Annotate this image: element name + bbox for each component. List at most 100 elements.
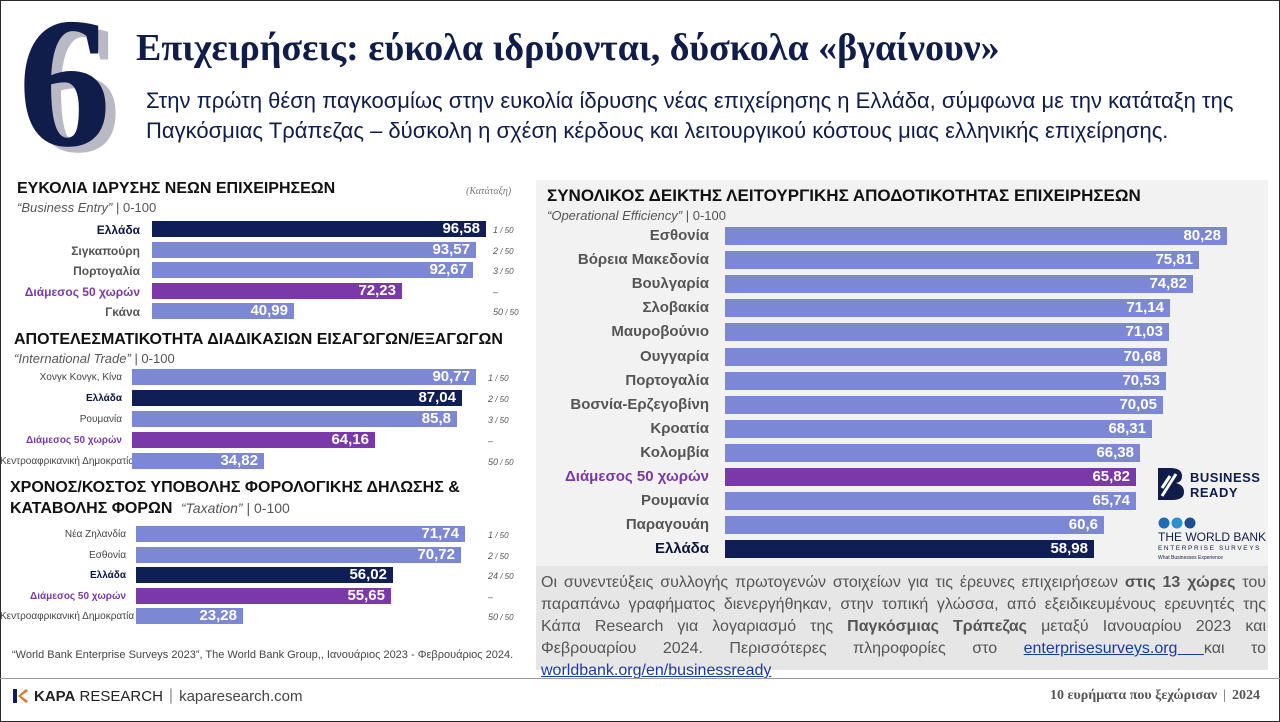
bar: [725, 419, 1152, 438]
bar-value: 92,67: [429, 261, 467, 278]
bar-label: Νέα Ζηλανδία: [64, 529, 126, 540]
rank-label: 24 / 50: [488, 571, 514, 581]
kapa-url[interactable]: kaparesearch.com: [179, 687, 303, 705]
bar: [152, 221, 486, 237]
world-bank-logo-icon: [1158, 517, 1196, 529]
chart3-title: ΧΡΟΝΟΣ/ΚΟΣΤΟΣ ΥΠΟΒΟΛΗΣ ΦΟΡΟΛΟΓΙΚΗΣ ΔΗΛΩΣ…: [10, 479, 460, 496]
business-ready-logo-text: BUSINESS READY: [1190, 470, 1261, 500]
bar-value: 80,28: [1183, 227, 1221, 244]
page-subtitle: Στην πρώτη θέση παγκοσμίως στην ευκολία …: [146, 88, 1234, 143]
bar-value: 70,53: [1122, 371, 1160, 389]
kapa-logo: KAPA RESEARCH | kaparesearch.com: [12, 686, 302, 706]
big-number-shadow: 6: [28, 0, 121, 192]
bar-label: Βόρεια Μακεδονία: [577, 251, 709, 269]
bar: [136, 587, 391, 604]
chart3-subtitle: “Taxation” | 0-100: [180, 500, 290, 516]
bar-value: 64,16: [331, 431, 369, 448]
bar-label: Εσθονία: [649, 227, 709, 244]
bar-value: 58,98: [1050, 540, 1088, 558]
page-title: Επιχειρήσεις: εύκολα ιδρύονται, δύσκολα …: [136, 27, 1000, 69]
bar: [725, 275, 1193, 294]
bar: [725, 251, 1199, 270]
business-ready-logo-icon: [1158, 468, 1184, 500]
bar-label: Μαυροβούνιο: [611, 323, 709, 341]
bar-value: 56,02: [349, 566, 387, 583]
bar: [136, 546, 461, 563]
bar-value: 65,74: [1092, 492, 1130, 510]
source-footnote: “World Bank Enterprise Surveys 2023”, Th…: [12, 649, 514, 661]
bar: [725, 468, 1136, 486]
bar-value: 74,82: [1149, 275, 1187, 293]
bar: [152, 262, 473, 278]
bar-value: 96,58: [442, 220, 480, 237]
bar-value: 23,28: [199, 607, 237, 624]
bar-label: Κροατία: [650, 419, 709, 437]
bar: [725, 347, 1167, 366]
bar-label: Κεντροαφρικανική Δημοκρατία: [0, 456, 135, 467]
bar-value: 71,14: [1126, 299, 1164, 317]
bar-value: 60,6: [1068, 516, 1098, 534]
bar-label: Πορτογαλία: [625, 371, 709, 389]
rank-label: –: [493, 286, 499, 297]
bar: [132, 369, 476, 385]
bar-label: Ελλάδα: [89, 570, 126, 581]
bar: [725, 492, 1136, 511]
bar-label: Χονγκ Κονγκ, Κίνα: [39, 372, 122, 383]
bar: [725, 516, 1104, 535]
info-text: Οι συνεντεύξεις συλλογής πρωτογενών στοι…: [541, 574, 1267, 679]
bar-value: 75,81: [1155, 251, 1193, 269]
bar: [152, 303, 294, 319]
bar-label: Ελλάδα: [85, 393, 122, 404]
bar-value: 68,31: [1108, 419, 1146, 437]
bar: [725, 540, 1094, 559]
rank-label: 2 / 50: [488, 550, 509, 561]
chart2-subtitle: “International Trade” | 0-100: [14, 351, 175, 366]
rank-label: –: [488, 591, 494, 602]
bar-value: 93,57: [432, 240, 470, 258]
rank-label: 1 / 50: [488, 530, 509, 540]
bar-value: 72,23: [358, 281, 396, 299]
bar-label: Ελλάδα: [96, 223, 140, 237]
bar: [725, 299, 1170, 318]
chart4-subtitle: “Operational Efficiency” | 0-100: [547, 208, 726, 223]
world-bank-tagline: What Businesses Experience: [1158, 555, 1224, 561]
bar-value: 71,03: [1125, 323, 1163, 341]
rank-label: –: [488, 436, 494, 446]
bar: [152, 241, 476, 258]
bar-label: Σιγκαπούρη: [71, 243, 140, 258]
bar-label: Κεντροαφρικανική Δημοκρατία: [0, 611, 135, 622]
bar: [725, 395, 1163, 414]
bar: [136, 526, 465, 542]
chart2-title: ΑΠΟΤΕΛΕΣΜΑΤΙΚΟΤΗΤΑ ΔΙΑΔΙΚΑΣΙΩΝ ΕΙΣΑΓΩΓΩΝ…: [14, 331, 503, 348]
rank-label: 50 / 50: [488, 457, 514, 467]
bar-label: Διάμεσος 50 χωρών: [24, 284, 140, 299]
business-ready-link[interactable]: worldbank.org/en/businessready: [541, 662, 772, 679]
bar-label: Διάμεσος 50 χωρών: [26, 435, 122, 446]
rank-label: 3 / 50: [488, 415, 509, 425]
footer-separator: |: [168, 687, 174, 704]
bar-label: Διάμεσος 50 χωρών: [30, 590, 126, 602]
bar: [136, 608, 243, 624]
bar: [725, 443, 1140, 462]
chart1-title: ΕΥΚΟΛΙΑ ΙΔΡΥΣΗΣ ΝΕΩΝ ΕΠΙΧΕΙΡΗΣΕΩΝ: [17, 180, 336, 197]
kapa-logo-icon: [13, 689, 28, 703]
bar-label: Γκάνα: [105, 305, 140, 319]
bar-value: 34,82: [220, 452, 258, 469]
enterprise-surveys-link[interactable]: enterprisesurveys.org: [1023, 640, 1204, 657]
bar-label: Ελλάδα: [654, 540, 709, 558]
bar-label: Βουλγαρία: [631, 275, 709, 293]
bar-label: Διάμεσος 50 χωρών: [565, 468, 709, 485]
footer-right: 10 ευρήματα που ξεχώρισαν | 2024: [1050, 688, 1260, 703]
info-box: [536, 566, 1268, 670]
ranking-note: (Κατάταξη): [466, 186, 512, 197]
rank-label: 2 / 50: [493, 245, 514, 256]
bar: [132, 411, 457, 427]
bar-value: 85,8: [421, 410, 451, 427]
world-bank-title: THE WORLD BANK: [1158, 530, 1267, 544]
bar-value: 70,68: [1123, 347, 1161, 365]
big-number: 6: [18, 0, 111, 186]
bar-label: Κολομβία: [640, 443, 709, 461]
kapa-logo-text: KAPA RESEARCH: [34, 687, 163, 705]
bar: [725, 323, 1169, 342]
chart3-title-line2: ΚΑΤΑΒΟΛΗΣ ΦΟΡΩΝ: [10, 500, 173, 517]
